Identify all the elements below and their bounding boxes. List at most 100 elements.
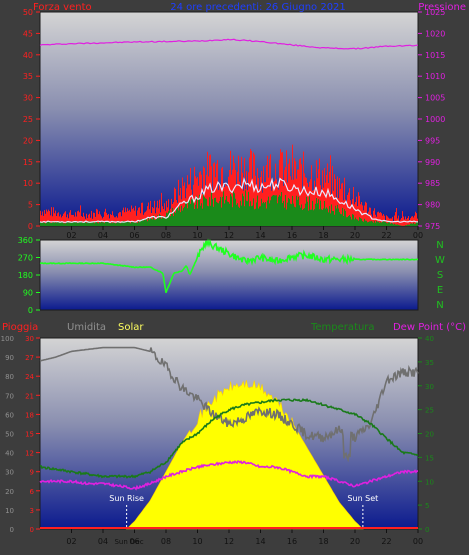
sun-rise-label: Sun Rise: [109, 494, 144, 503]
compass-label: N: [436, 240, 443, 251]
p1-x-tick: 00: [413, 231, 423, 240]
p1-left-tick: 5: [28, 201, 33, 210]
wind-speed-series: [40, 190, 418, 226]
p3-temp-tick: 10: [425, 478, 434, 486]
p3-rain-tick: 18: [25, 411, 34, 419]
panel1-right-label: Pressione: [418, 2, 466, 13]
p1-x-tick: 18: [318, 231, 328, 240]
p3-humidity-tick: 100: [1, 335, 14, 343]
p2-y-tick: 360: [18, 236, 33, 245]
p1-x-tick: 16: [287, 231, 297, 240]
p3-humidity-tick: 40: [5, 450, 14, 458]
p3-humidity-tick: 60: [5, 411, 14, 419]
label-solar: Solar: [118, 322, 144, 333]
p3-temp-tick: 35: [425, 359, 434, 367]
p3-x-tick: 08: [161, 537, 171, 546]
p3-rain-tick: 24: [25, 373, 34, 381]
p3-x-tick: 22: [381, 537, 391, 546]
p3-rain-tick: 3: [30, 507, 34, 515]
p3-humidity-tick: 80: [5, 373, 14, 381]
p3-x-tick: 18: [318, 537, 328, 546]
p3-temp-tick: 30: [425, 383, 434, 391]
humidity-series: [39, 346, 419, 463]
p3-temp-tick: 25: [425, 407, 434, 415]
p1-x-tick: 22: [381, 231, 391, 240]
sun-set-label: Sun Set: [347, 494, 378, 503]
compass-label: N: [436, 300, 443, 311]
p3-humidity-tick: 70: [5, 392, 14, 400]
p3-x-tick: 14: [255, 537, 265, 546]
p1-x-tick: 10: [192, 231, 202, 240]
x-overlay-label: Sun Dec: [114, 538, 143, 546]
p3-temp-tick: 5: [425, 502, 429, 510]
p3-rain-tick: 30: [25, 335, 34, 343]
p1-right-tick: 975: [425, 222, 440, 231]
p1-left-tick: 15: [23, 158, 33, 167]
p3-rain-tick: 9: [30, 469, 34, 477]
p3-humidity-tick: 20: [5, 488, 14, 496]
label-umidita: Umidita: [67, 322, 106, 333]
p1-left-tick: 35: [23, 72, 33, 81]
compass-label: S: [437, 270, 443, 281]
p3-temp-tick: 20: [425, 431, 434, 439]
p1-right-tick: 980: [425, 201, 440, 210]
p3-rain-tick: 21: [25, 392, 34, 400]
p3-x-tick: 00: [413, 537, 423, 546]
p1-x-tick: 04: [98, 231, 108, 240]
p3-humidity-tick: 30: [5, 469, 14, 477]
p1-right-tick: 1000: [425, 115, 445, 124]
p1-right-tick: 995: [425, 136, 440, 145]
p1-right-tick: 990: [425, 158, 440, 167]
compass-label: E: [437, 285, 443, 296]
p3-x-tick: 12: [224, 537, 234, 546]
p3-humidity-tick: 90: [5, 354, 14, 362]
p2-y-tick: 270: [18, 254, 33, 263]
p3-x-tick: 10: [192, 537, 202, 546]
wind-average-series: [39, 177, 419, 223]
p3-temp-tick: 40: [425, 335, 434, 343]
p3-humidity-tick: 50: [5, 431, 14, 439]
p1-right-tick: 985: [425, 179, 440, 188]
solar-area: [125, 380, 364, 530]
p3-x-tick: 20: [350, 537, 360, 546]
p3-rain-tick: 0: [30, 526, 34, 534]
p3-x-tick: 06: [129, 537, 139, 546]
p3-rain-tick: 12: [25, 450, 34, 458]
p1-left-tick: 20: [23, 136, 33, 145]
p1-left-tick: 0: [28, 222, 33, 231]
p1-right-tick: 1005: [425, 94, 445, 103]
wind-direction-series: [39, 238, 419, 294]
p1-x-tick: 14: [255, 231, 265, 240]
p1-left-tick: 30: [23, 94, 33, 103]
p3-rain-tick: 6: [30, 488, 35, 496]
p1-right-tick: 1020: [425, 29, 445, 38]
p1-right-tick: 1015: [425, 51, 445, 60]
p1-left-tick: 45: [23, 29, 33, 38]
p1-x-tick: 08: [161, 231, 171, 240]
p1-right-tick: 1025: [425, 8, 445, 17]
p3-rain-tick: 15: [25, 431, 34, 439]
label-pioggia: Pioggia: [2, 322, 38, 333]
pressure-series: [39, 38, 419, 50]
label-temperatura: Temperatura: [310, 322, 375, 333]
temperature-series: [39, 397, 419, 479]
p3-x-tick: 04: [98, 537, 108, 546]
p3-humidity-tick: 0: [10, 526, 14, 534]
dewpoint-series: [39, 460, 418, 491]
p1-left-tick: 10: [23, 179, 33, 188]
p3-x-tick: 16: [287, 537, 297, 546]
panel1-left-label: Forza vento: [33, 2, 92, 13]
p1-x-tick: 20: [350, 231, 360, 240]
p1-x-tick: 02: [66, 231, 76, 240]
p1-right-tick: 1010: [425, 72, 445, 81]
p1-left-tick: 40: [23, 51, 33, 60]
compass-label: W: [435, 255, 445, 266]
panel1-title: 24 ore precedenti: 26 Giugno 2021: [170, 2, 346, 13]
p2-y-tick: 0: [28, 306, 33, 315]
p2-y-tick: 90: [23, 289, 33, 298]
label-dewpoint: Dew Point (°C): [393, 322, 466, 333]
panel2-plot-area: [39, 239, 419, 311]
p1-x-tick: 12: [224, 231, 234, 240]
p1-left-tick: 25: [23, 115, 33, 124]
